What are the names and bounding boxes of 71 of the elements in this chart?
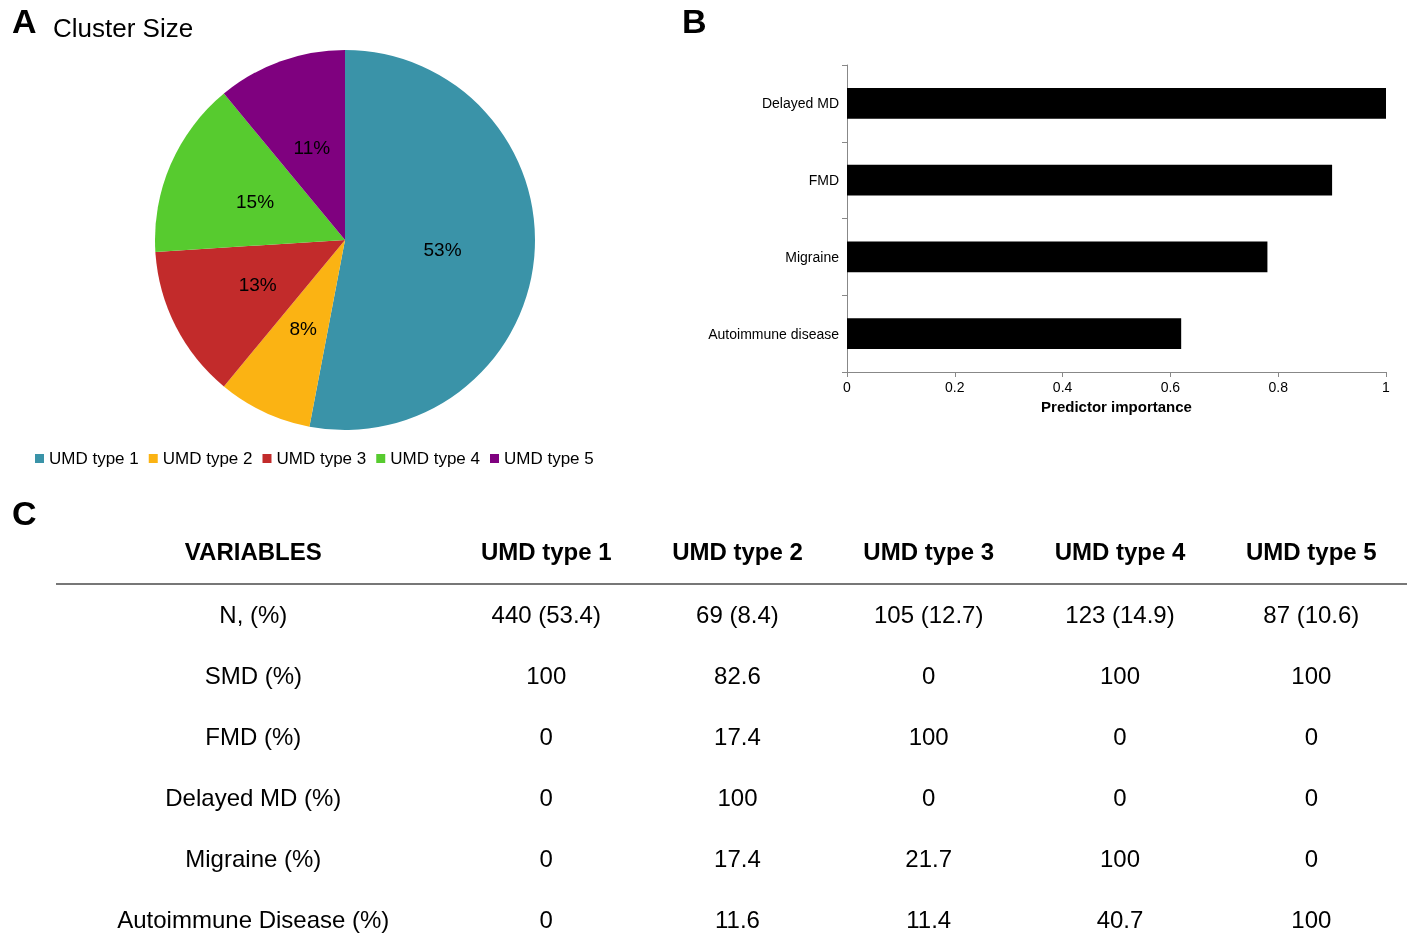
data-label: 13% [238,273,277,295]
data-label: 11% [293,137,331,159]
x-tick-label: 0.4 [1052,379,1073,395]
y-tick-label: Delayed MD [761,95,839,112]
text: 0 [1113,722,1127,750]
category-label: UMD type 2 [641,520,834,584]
x-tick-label: 1 [1382,379,1391,395]
bar [847,164,1333,196]
text: 105 (12.7) [873,601,984,628]
text: 0 [922,783,936,811]
text: 87 (10.6) [1263,601,1360,628]
text: 0 [1113,783,1127,811]
text: C [12,494,37,533]
legend-label: UMD type 1 [49,449,139,468]
y-tick-label: Autoimmune disease [708,325,840,342]
legend-label: UMD type 5 [503,449,594,468]
x-tick-label: 0.6 [1160,379,1181,395]
text: 21.7 [905,844,953,872]
text: 100 [1291,905,1332,933]
category-label: UMD type 5 [1215,520,1407,584]
text: A [12,2,37,40]
category-label: SMD (%) [204,661,302,689]
data-label: 53% [423,238,462,260]
text: 17.4 [714,844,761,872]
category-label: UMD type 1 [450,520,642,584]
data-label: 8% [289,318,318,340]
text: 82.6 [714,661,761,689]
text: B [682,2,707,40]
text: VARIABLES [56,520,451,584]
data-label: 15% [236,190,275,212]
text: 17.4 [714,722,761,750]
text: 0 [539,722,553,750]
text: 40.7 [1096,905,1144,933]
text: 100 [1291,661,1332,689]
text: 123 (14.9) [1065,601,1175,628]
chart-title: Cluster Size [53,13,194,43]
legend-label: UMD type 2 [162,449,253,468]
y-tick-label: Migraine [785,248,840,265]
text: 0 [539,783,553,811]
text: 0 [1304,844,1318,872]
category-label: UMD type 4 [1024,520,1216,584]
category-label: UMD type 3 [833,520,1025,584]
text: 69 (8.4) [696,601,779,628]
y-tick-label: FMD [808,172,839,189]
category-label: Migraine (%) [185,844,322,872]
bar [847,318,1182,349]
text: 440 (53.4) [491,601,601,628]
category-label: N, (%) [219,601,288,628]
text: 11.6 [715,905,760,933]
text: 100 [526,661,567,689]
legend-label: UMD type 4 [390,449,480,468]
x-tick-label: 0.8 [1268,379,1289,395]
bar [847,241,1268,273]
category-label: FMD (%) [205,722,302,750]
category-label: Autoimmune Disease (%) [117,905,390,933]
text: 11.4 [906,905,952,933]
text: 0 [1304,783,1318,811]
text: 100 [1099,844,1141,872]
text: 100 [908,722,949,750]
x-tick-label: 0.2 [945,379,965,395]
bar [847,88,1386,119]
x-axis-title: Predictor importance [1041,397,1192,415]
x-tick-label: 0 [843,379,852,395]
text: 0 [922,661,936,689]
text: 100 [1099,661,1141,689]
text: 0 [539,844,553,872]
legend-label: UMD type 3 [276,449,367,468]
text: 0 [539,905,553,933]
text: 0 [1304,722,1318,750]
category-label: Delayed MD (%) [165,783,342,811]
text: 100 [717,783,758,811]
